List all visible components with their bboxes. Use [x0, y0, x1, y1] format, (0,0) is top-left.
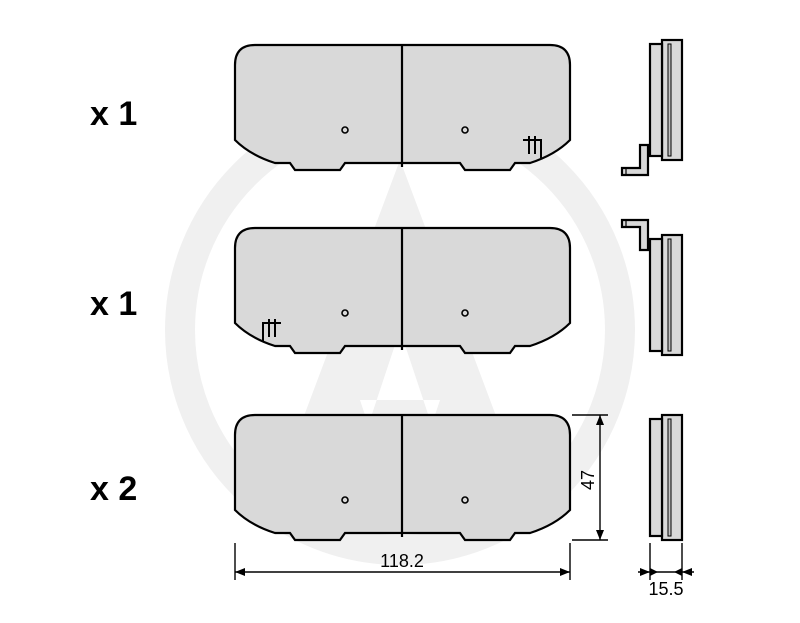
dim-thickness: 15.5: [638, 543, 694, 599]
qty-label-1: x 1: [90, 95, 137, 133]
dim-height-value: 47: [578, 470, 598, 490]
pad-side-1: [622, 40, 682, 175]
pad-front-3: [235, 415, 570, 540]
pad-front-2: [235, 228, 570, 353]
pad-front-1: [235, 45, 570, 170]
pad-side-3: [650, 415, 682, 540]
qty-label-2: x 1: [90, 285, 137, 323]
qty-label-3: x 2: [90, 470, 137, 508]
row-1: x 1: [90, 40, 682, 175]
dim-thickness-value: 15.5: [648, 579, 683, 599]
dim-width-value: 118.2: [380, 551, 424, 571]
